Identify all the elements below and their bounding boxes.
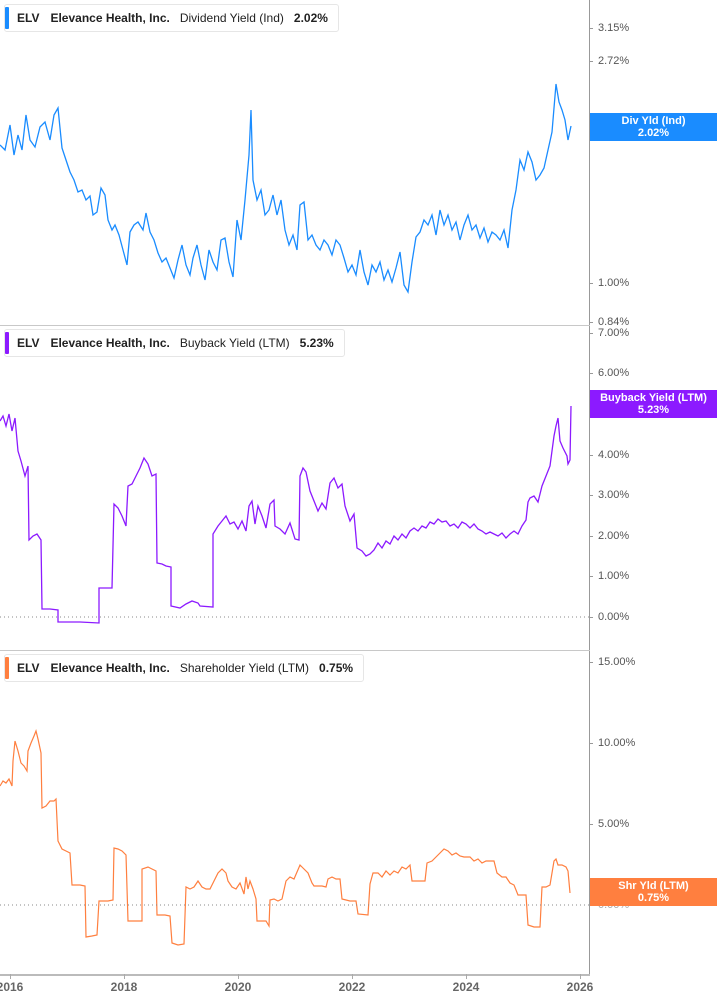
y-tick-label: 0.00% (598, 611, 630, 623)
shareholder-yield-legend[interactable]: ELV Elevance Health, Inc. Shareholder Yi… (4, 654, 365, 682)
tick-mark (590, 373, 593, 374)
y-tick-label: 0.84% (598, 316, 630, 328)
series-color-swatch (5, 332, 9, 354)
tag-label: Buyback Yield (LTM) (600, 392, 707, 404)
tick-mark (590, 824, 593, 825)
tick-mark (590, 455, 593, 456)
tick-mark (590, 662, 593, 663)
x-tick-label: 2020 (224, 980, 252, 994)
y-tick-label: 4.00% (598, 449, 630, 461)
shareholder-yield-line (0, 729, 590, 946)
x-tick-mark (580, 974, 581, 979)
panel-divider (0, 325, 590, 326)
y-tick-label: 2.00% (598, 530, 630, 542)
dividend-yield-panel: ELV Elevance Health, Inc. Dividend Yield… (0, 0, 590, 325)
legend-company: Elevance Health, Inc. (50, 11, 170, 25)
x-tick-label: 2022 (338, 980, 366, 994)
x-tick-mark (238, 974, 239, 979)
panel-divider (0, 650, 590, 651)
buyback-yield-value-tag: Buyback Yield (LTM) 5.23% (590, 390, 717, 418)
y-tick-label: 1.00% (598, 277, 630, 289)
shareholder-yield-value-tag: Shr Yld (LTM) 0.75% (590, 878, 717, 906)
x-tick-label: 2024 (452, 980, 480, 994)
x-tick-mark (10, 974, 11, 979)
y-tick-label: 2.72% (598, 55, 630, 67)
y-axis-line (589, 0, 590, 975)
y-tick-label: 1.00% (598, 570, 630, 582)
tag-label: Shr Yld (LTM) (618, 880, 689, 892)
tick-mark (590, 333, 593, 334)
x-tick-mark (466, 974, 467, 979)
legend-ticker: ELV (17, 11, 40, 25)
legend-value: 2.02% (293, 11, 328, 25)
buyback-yield-legend[interactable]: ELV Elevance Health, Inc. Buyback Yield … (4, 329, 345, 357)
shareholder-yield-panel: ELV Elevance Health, Inc. Shareholder Yi… (0, 651, 590, 975)
legend-value: 0.75% (319, 661, 354, 675)
y-tick-label: 3.00% (598, 489, 630, 501)
tick-mark (590, 283, 593, 284)
y-tick-label: 5.00% (598, 818, 630, 830)
x-tick-label: 2018 (110, 980, 138, 994)
tick-mark (590, 576, 593, 577)
tick-mark (590, 322, 593, 323)
tick-mark (590, 743, 593, 744)
series-color-swatch (5, 7, 9, 29)
legend-metric: Dividend Yield (Ind) (179, 11, 284, 25)
tag-value: 2.02% (637, 127, 670, 139)
y-tick-label: 10.00% (598, 737, 636, 749)
y-tick-label: 3.15% (598, 22, 630, 34)
legend-ticker: ELV (17, 661, 40, 675)
x-tick-label: 2016 (0, 980, 24, 994)
legend-ticker: ELV (17, 336, 40, 350)
legend-metric: Shareholder Yield (LTM) (179, 661, 310, 675)
tick-mark (590, 536, 593, 537)
dividend-yield-line (0, 83, 572, 294)
y-tick-label: 15.00% (598, 656, 636, 668)
tick-mark (590, 495, 593, 496)
y-tick-label: 6.00% (598, 367, 630, 379)
tag-value: 0.75% (637, 892, 670, 904)
tick-mark (590, 28, 593, 29)
series-color-swatch (5, 657, 9, 679)
legend-metric: Buyback Yield (LTM) (179, 336, 290, 350)
dividend-yield-legend[interactable]: ELV Elevance Health, Inc. Dividend Yield… (4, 4, 339, 32)
legend-value: 5.23% (299, 336, 334, 350)
y-tick-label: 7.00% (598, 327, 630, 339)
tick-mark (590, 617, 593, 618)
buyback-yield-line (0, 405, 590, 624)
tick-mark (590, 61, 593, 62)
x-tick-mark (124, 974, 125, 979)
buyback-yield-panel: ELV Elevance Health, Inc. Buyback Yield … (0, 326, 590, 650)
legend-company: Elevance Health, Inc. (50, 336, 170, 350)
tag-label: Div Yld (Ind) (621, 115, 686, 127)
x-tick-mark (352, 974, 353, 979)
x-axis-line (0, 974, 590, 976)
x-tick-label: 2026 (566, 980, 594, 994)
legend-company: Elevance Health, Inc. (50, 661, 170, 675)
dividend-yield-value-tag: Div Yld (Ind) 2.02% (590, 113, 717, 141)
tag-value: 5.23% (637, 404, 670, 416)
